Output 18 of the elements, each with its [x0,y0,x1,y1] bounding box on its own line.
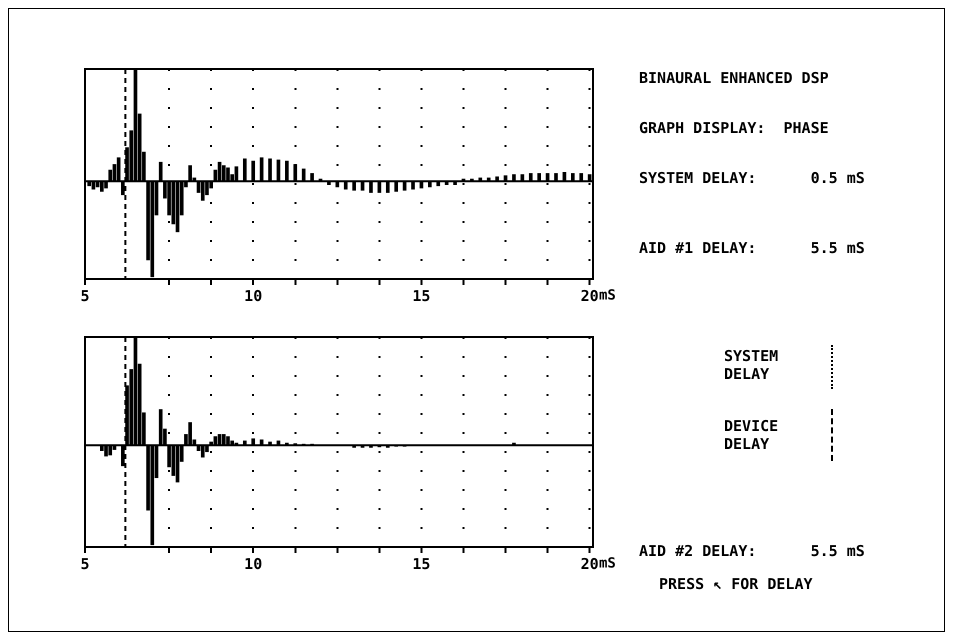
x-tick-label: 20 [580,286,599,305]
text: SYSTEM DELAY [724,347,780,383]
x-tick-label: 20 [580,554,599,573]
text: AID #2 DELAY: 5.5 mS [639,542,865,560]
text: GRAPH DISPLAY: PHASE [639,119,829,137]
x-axis-title: mS [599,288,616,304]
text: PRESS ↖ FOR DELAY [659,575,813,593]
x-tick-label: 5 [80,286,90,305]
text: BINAURAL ENHANCED DSP [639,69,829,87]
text: AID #1 DELAY: 5.5 mS [639,239,865,257]
x-tick-label: 15 [412,554,430,573]
text: DEVICE DELAY [724,417,780,453]
x-tick-label: 15 [412,286,430,305]
x-tick-label: 10 [244,286,262,305]
x-tick-label: 10 [244,554,262,573]
x-axis-title: mS [599,556,616,572]
text: SYSTEM DELAY: 0.5 mS [639,169,865,187]
x-tick-label: 5 [80,554,90,573]
